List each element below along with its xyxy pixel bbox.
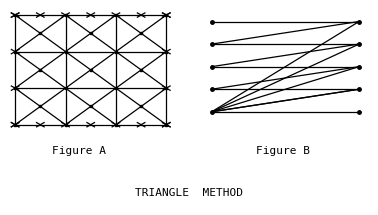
Text: TRIANGLE  METHOD: TRIANGLE METHOD — [135, 189, 243, 198]
Text: Figure A: Figure A — [53, 146, 106, 155]
Text: Figure B: Figure B — [257, 146, 310, 155]
